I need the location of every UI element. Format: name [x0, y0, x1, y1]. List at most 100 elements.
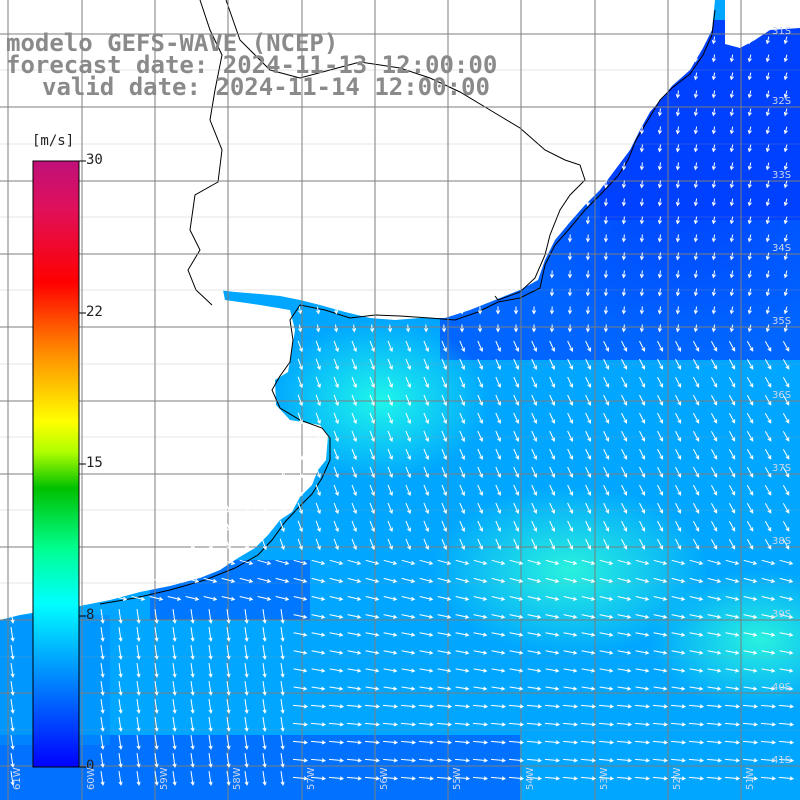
wind-arrow [531, 430, 537, 442]
wind-arrow [603, 538, 610, 550]
wind-arrow [657, 126, 662, 135]
wind-arrow [311, 559, 326, 565]
wind-arrow [190, 753, 195, 768]
wind-arrow [293, 559, 308, 565]
wind-arrow [675, 358, 682, 370]
wind-arrow [657, 340, 664, 352]
wind-arrow [765, 216, 770, 225]
wind-arrow [639, 376, 646, 388]
wind-arrow [136, 699, 141, 714]
wind-arrow [657, 502, 664, 514]
wind-arrow [297, 484, 303, 497]
wind-arrow [710, 448, 718, 460]
wind-arrow [136, 609, 141, 624]
wind-arrow [693, 144, 698, 153]
wind-arrow [689, 686, 704, 691]
wind-arrow [508, 722, 525, 727]
wind-arrow [387, 306, 393, 315]
wind-arrow [675, 288, 680, 297]
wind-arrow [743, 596, 758, 601]
wind-arrow [585, 288, 591, 297]
wind-arrow [365, 596, 380, 601]
wind-arrow [531, 340, 537, 352]
wind-arrow [351, 394, 357, 407]
wind-arrow [657, 198, 662, 207]
wind-arrow [508, 758, 525, 763]
wind-arrow [221, 577, 236, 583]
wind-arrow [671, 650, 686, 655]
wind-arrow [423, 306, 429, 315]
wind-arrow [154, 699, 159, 714]
wind-arrow [315, 376, 321, 389]
wind-arrow [437, 577, 452, 583]
wind-arrow [419, 559, 434, 565]
lat-label: 39S [772, 609, 792, 620]
wind-arrow [172, 663, 177, 678]
wind-arrow [567, 502, 574, 514]
wind-arrow [387, 448, 393, 461]
wind-arrow [495, 538, 501, 550]
wind-arrow [567, 430, 574, 442]
wind-arrow [387, 520, 393, 533]
wind-arrow [208, 609, 213, 624]
wind-arrow [675, 252, 680, 261]
wind-arrow [382, 776, 399, 781]
wind-arrow [603, 340, 610, 352]
wind-arrow [783, 126, 788, 135]
wind-arrow [747, 108, 752, 117]
lon-label: 51W [745, 767, 756, 790]
wind-arrow [491, 668, 506, 673]
wind-arrow [711, 126, 716, 135]
wind-arrow [585, 234, 591, 243]
wind-arrow [634, 776, 651, 781]
wind-arrow [729, 234, 734, 243]
wind-arrow [675, 466, 682, 478]
wind-arrow [729, 270, 734, 279]
wind-arrow [567, 234, 573, 243]
wind-arrow [621, 412, 628, 424]
wind-arrow [782, 520, 790, 532]
wind-arrow [621, 162, 627, 171]
wind-arrow [783, 252, 788, 261]
wind-arrow [441, 412, 447, 425]
wind-arrow [167, 577, 182, 583]
wind-arrow [279, 538, 285, 551]
wind-arrow [728, 538, 736, 550]
wind-arrow [567, 484, 574, 496]
wind-arrow [585, 484, 592, 496]
wind-arrow [383, 614, 398, 619]
wind-arrow [599, 559, 614, 565]
wind-arrow [764, 484, 772, 496]
colorbar-tick-8: 8 [86, 607, 95, 623]
wind-arrow [657, 72, 662, 81]
forecast-date: forecast date: 2024-11-13 12:00:00 [6, 51, 498, 79]
wind-arrow [262, 627, 267, 642]
wind-arrow [581, 596, 596, 601]
wind-arrow [692, 538, 700, 550]
wind-arrow [652, 722, 669, 727]
wind-arrow [765, 162, 770, 171]
wind-arrow [297, 448, 303, 461]
wind-arrow [311, 668, 326, 673]
wind-arrow [562, 758, 579, 763]
model-title: modelo GEFS-WAVE (NCEP) [6, 29, 339, 57]
wind-arrow [513, 394, 519, 406]
wind-arrow [149, 596, 164, 601]
wind-arrow [764, 502, 772, 514]
wind-arrow [764, 376, 772, 388]
wind-arrow [526, 722, 543, 727]
wind-arrow [621, 324, 627, 333]
wind-arrow [639, 484, 646, 496]
wind-arrow [729, 306, 734, 315]
wind-arrow [473, 686, 488, 691]
wind-arrow [477, 430, 483, 442]
wind-arrow [639, 198, 645, 207]
wind-arrow [761, 686, 776, 691]
wind-arrow [544, 722, 561, 727]
wind-arrow [675, 306, 680, 315]
wind-arrow [747, 126, 752, 135]
wind-arrow [549, 502, 555, 514]
wind-arrow [315, 430, 321, 443]
wind-arrow [423, 358, 429, 371]
wind-arrow [279, 484, 285, 497]
